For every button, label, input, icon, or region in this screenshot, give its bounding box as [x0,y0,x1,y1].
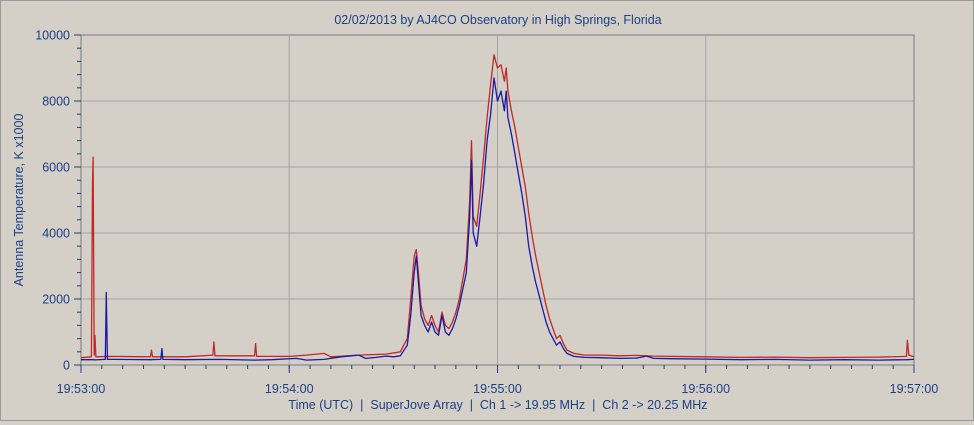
minor-ticks [74,34,915,373]
grid [81,35,914,365]
y-tick-label: 0 [63,359,70,373]
series-line-ch1 [81,77,915,361]
y-tick-label: 6000 [42,161,70,175]
x-tick-label: 19:57:00 [890,382,939,396]
y-tick-label: 2000 [42,293,70,307]
x-tick-label: 19:53:00 [57,382,106,396]
y-tick-label: 10000 [35,29,70,43]
x-axis-label: Time (UTC) | SuperJove Array | Ch 1 -> 1… [288,398,707,412]
y-axis-label: Antenna Temperature, K x1000 [12,114,26,287]
y-tick-label: 8000 [42,95,70,109]
series-layer [80,54,915,361]
chart-title: 02/02/2013 by AJ4CO Observatory in High … [334,13,661,27]
y-tick-label: 4000 [42,227,70,241]
x-tick-label: 19:56:00 [681,382,730,396]
x-tick-label: 19:54:00 [265,382,314,396]
x-tick-label: 19:55:00 [473,382,522,396]
y-tick-labels: 0 2000 4000 6000 8000 10000 [35,29,70,373]
x-tick-labels: 19:53:00 19:54:00 19:55:00 19:56:00 19:57:00 [57,382,939,396]
